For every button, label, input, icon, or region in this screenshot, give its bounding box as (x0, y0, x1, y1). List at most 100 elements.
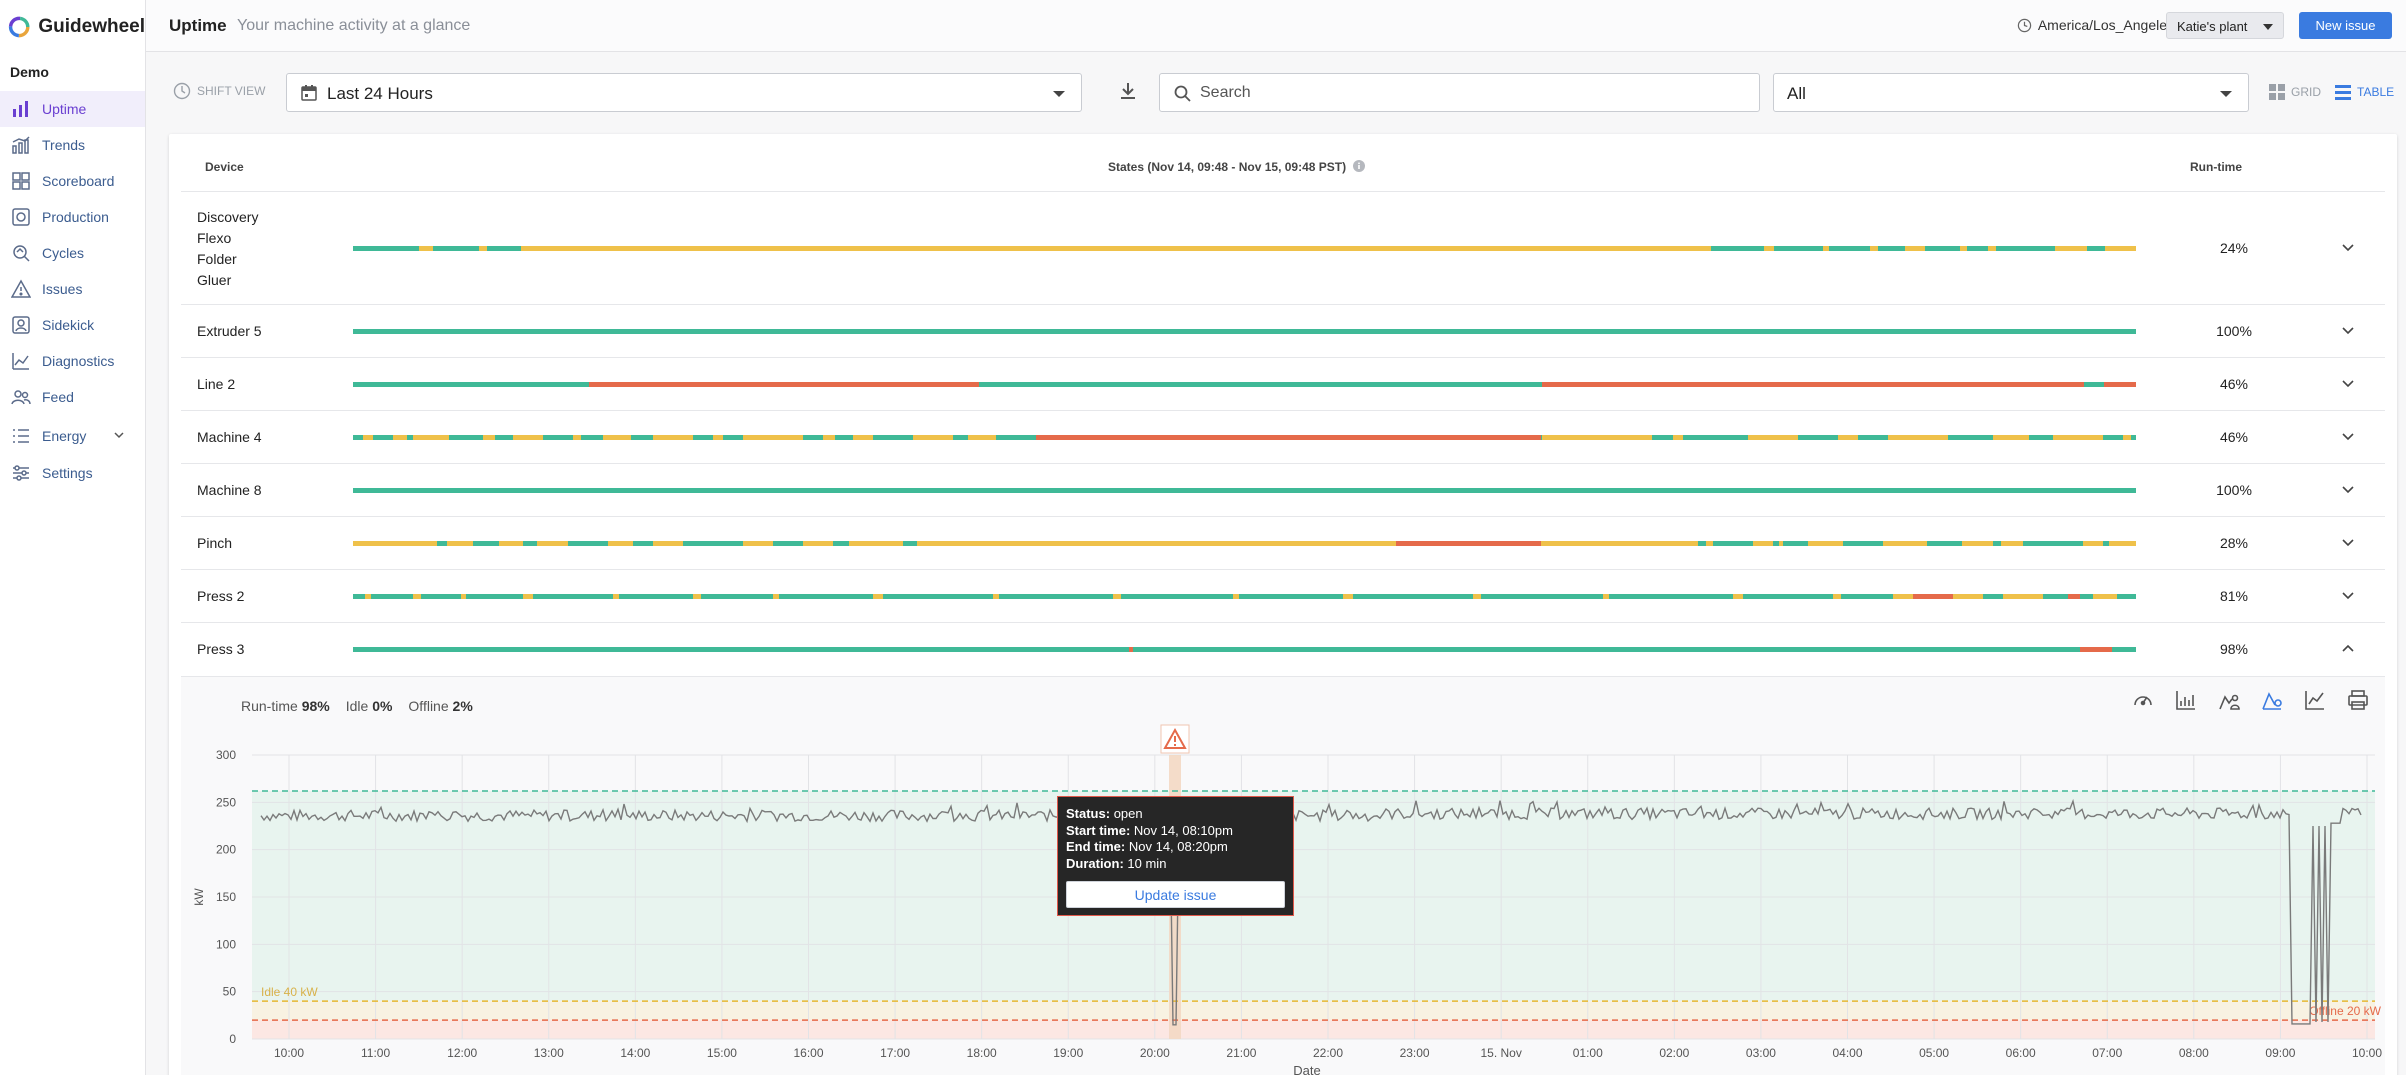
sidebar-item-trends[interactable]: Trends (0, 127, 145, 163)
y-tick-label: 50 (223, 985, 237, 999)
date-range-select[interactable]: Last 24 Hours (286, 73, 1082, 112)
brand-name: Guidewheel (38, 16, 145, 37)
sidebar-item-energy[interactable]: Energy (0, 418, 145, 454)
filter-select[interactable]: All (1773, 73, 2249, 112)
state-bar[interactable] (353, 594, 2136, 599)
table-row[interactable]: Extruder 5 100% (181, 304, 2385, 357)
sidebar-item-scoreboard[interactable]: Scoreboard (0, 163, 145, 199)
info-icon[interactable] (1353, 160, 1366, 172)
grid-icon (2269, 84, 2285, 100)
line-chart-icon[interactable] (2304, 689, 2326, 711)
guidewheel-logo-icon (8, 16, 30, 38)
chevron-down-icon[interactable] (113, 428, 125, 444)
search-icon (1174, 85, 1191, 102)
table-view-toggle[interactable]: TABLE (2334, 83, 2394, 101)
table-row[interactable]: Press 3 98% (181, 622, 2385, 676)
area-settings-icon[interactable] (2261, 689, 2283, 711)
power-chart[interactable]: 0 50 100 150 200 250 300 10:00 11:00 12:00 13:00 14… (181, 717, 2385, 1075)
table-row[interactable]: Machine 8 100% (181, 463, 2385, 516)
shift-view-toggle[interactable]: SHIFT VIEW (173, 82, 265, 100)
issue-warning-icon[interactable] (1160, 724, 1190, 754)
offline-threshold-label: Offline 20 kW (2309, 1004, 2381, 1018)
chevron-down-icon[interactable] (2341, 482, 2355, 501)
state-bar[interactable] (353, 382, 2136, 387)
sidebar-item-sidekick[interactable]: Sidekick (0, 307, 145, 343)
x-tick-label: 18:00 (967, 1046, 997, 1060)
device-name: Press 3 (197, 641, 245, 657)
sidebar-item-settings[interactable]: Settings (0, 455, 145, 491)
timezone-display[interactable]: America/Los_Angeles (2017, 17, 2174, 33)
x-tick-label: 14:00 (620, 1046, 650, 1060)
sidebar-item-label: Issues (42, 281, 83, 297)
area-person-icon[interactable] (2218, 689, 2240, 711)
y-tick-label: 200 (216, 843, 236, 857)
sliders-icon (10, 462, 32, 484)
x-tick-label: 10:00 (274, 1046, 304, 1060)
search-input[interactable] (1200, 83, 1740, 103)
warning-icon (10, 278, 32, 300)
download-button[interactable] (1118, 81, 1138, 106)
state-bar[interactable] (353, 647, 2136, 652)
column-header-device: Device (205, 160, 244, 174)
x-tick-label: 06:00 (2006, 1046, 2036, 1060)
sidebar-item-production[interactable]: Production (0, 199, 145, 235)
cycles-icon (10, 242, 32, 264)
sidebar-item-label: Energy (42, 428, 87, 444)
uptime-table: Device States (Nov 14, 09:48 - Nov 15, 0… (169, 134, 2397, 1075)
state-bar[interactable] (353, 488, 2136, 493)
chevron-down-icon[interactable] (2341, 240, 2355, 259)
tooltip-duration: Duration: 10 min (1066, 855, 1167, 871)
histogram-icon[interactable] (2175, 689, 2197, 711)
y-tick-label: 100 (216, 937, 236, 951)
gauge-icon[interactable] (2132, 689, 2154, 711)
chevron-down-icon[interactable] (2341, 376, 2355, 395)
table-row[interactable]: Line 2 46% (181, 357, 2385, 410)
sidebar-item-issues[interactable]: Issues (0, 271, 145, 307)
scoreboard-icon (10, 170, 32, 192)
grid-view-label: GRID (2291, 85, 2321, 99)
chevron-down-icon[interactable] (2341, 323, 2355, 342)
state-bar[interactable] (353, 329, 2136, 334)
y-tick-label: 0 (229, 1032, 236, 1046)
sidebar-item-label: Trends (42, 137, 86, 153)
table-row[interactable]: Machine 4 46% (181, 410, 2385, 463)
print-icon[interactable] (2347, 689, 2369, 711)
sidebar-item-uptime[interactable]: Uptime (0, 91, 145, 127)
sidebar: Guidewheel Demo Uptime Trends Scoreboard… (0, 0, 146, 1075)
calendar-icon (301, 85, 317, 101)
new-issue-button[interactable]: New issue (2299, 12, 2392, 39)
tooltip-start-time: Start time: Nov 14, 08:10pm (1066, 822, 1233, 838)
sidebar-item-label: Sidekick (42, 317, 95, 333)
table-row[interactable]: Press 2 81% (181, 569, 2385, 622)
plant-select[interactable]: Katie's plant (2166, 12, 2284, 39)
y-tick-label: 250 (216, 795, 236, 809)
table-row[interactable]: Pinch 28% (181, 516, 2385, 569)
device-name: Extruder 5 (197, 323, 262, 339)
chevron-down-icon[interactable] (2341, 588, 2355, 607)
x-tick-label: 10:00 (2352, 1046, 2382, 1060)
runtime-value: 98% (2219, 641, 2249, 657)
state-bar[interactable] (353, 541, 2136, 546)
sidebar-item-label: Uptime (42, 101, 87, 117)
table-row[interactable]: Discovery Flexo Folder Gluer 24% (181, 191, 2385, 304)
grid-view-toggle[interactable]: GRID (2268, 83, 2321, 101)
chevron-down-icon[interactable] (2341, 535, 2355, 554)
x-tick-label: 01:00 (1573, 1046, 1603, 1060)
brand[interactable]: Guidewheel (0, 0, 145, 54)
caret-down-icon (2263, 24, 2273, 30)
sidebar-item-feed[interactable]: Feed (0, 379, 145, 415)
update-issue-button[interactable]: Update issue (1066, 881, 1285, 908)
caret-down-icon (1053, 91, 1065, 97)
state-bar[interactable] (353, 246, 2136, 251)
chevron-down-icon[interactable] (2341, 429, 2355, 448)
x-tick-label: 17:00 (880, 1046, 910, 1060)
idle-threshold-label: Idle 40 kW (261, 985, 318, 999)
runtime-value: 24% (2219, 240, 2249, 256)
page-header: Uptime Your machine activity at a glance… (146, 0, 2406, 52)
sidebar-item-cycles[interactable]: Cycles (0, 235, 145, 271)
search-box[interactable] (1159, 73, 1760, 112)
device-name: Machine 8 (197, 482, 262, 498)
chevron-up-icon[interactable] (2341, 641, 2355, 660)
state-bar[interactable] (353, 435, 2136, 440)
sidebar-item-diagnostics[interactable]: Diagnostics (0, 343, 145, 379)
